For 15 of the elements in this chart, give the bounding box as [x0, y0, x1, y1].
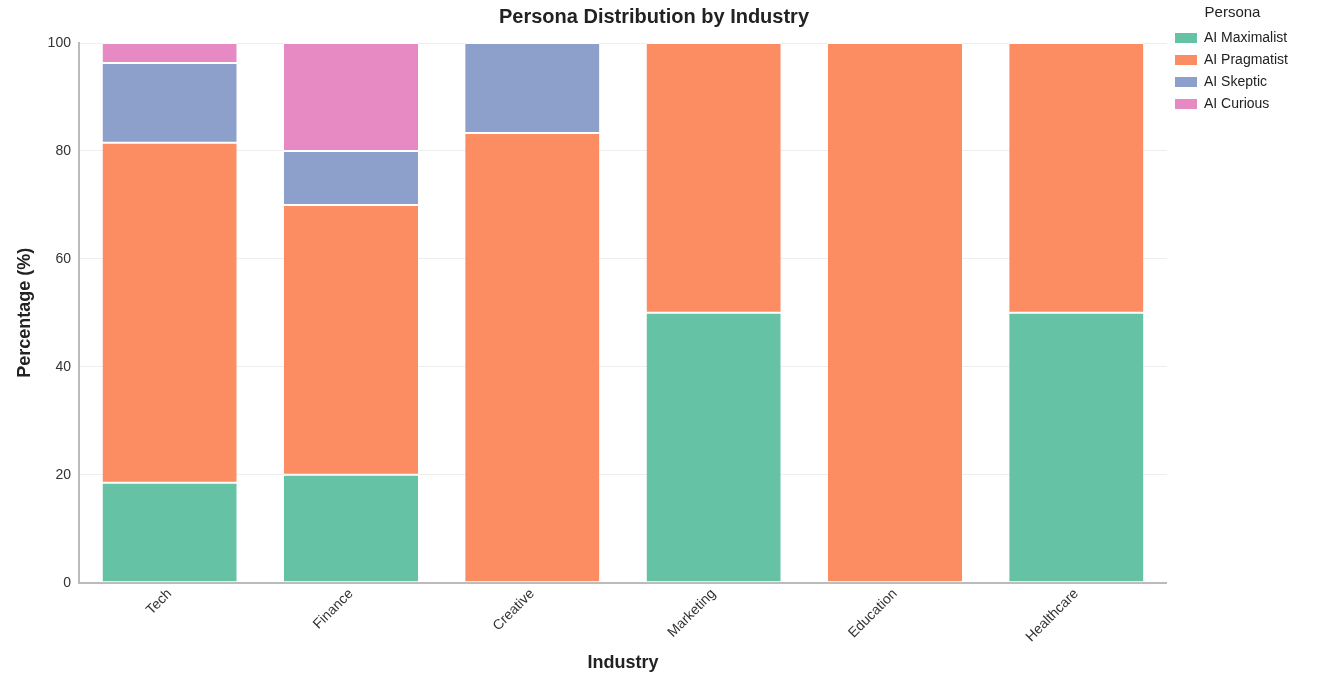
y-tick-label: 0	[63, 573, 72, 590]
legend-label: AI Pragmatist	[1203, 50, 1289, 67]
x-axis-title: Industry	[587, 652, 659, 673]
legend-label: AI Curious	[1203, 94, 1270, 111]
legend-label: AI Maximalist	[1203, 28, 1288, 45]
legend-title: Persona	[1204, 2, 1262, 20]
x-tick-label: Tech	[142, 585, 175, 618]
y-axis-title: Percentage (%)	[13, 247, 34, 378]
legend-label: AI Skeptic	[1203, 72, 1267, 89]
chart-title: Persona Distribution by Industry	[498, 4, 810, 27]
y-tick-label: 80	[55, 141, 72, 158]
y-tick-label: 100	[47, 33, 72, 50]
y-tick-label: 40	[55, 357, 72, 374]
y-tick-label: 20	[55, 465, 72, 482]
y-tick-label: 60	[55, 249, 72, 266]
